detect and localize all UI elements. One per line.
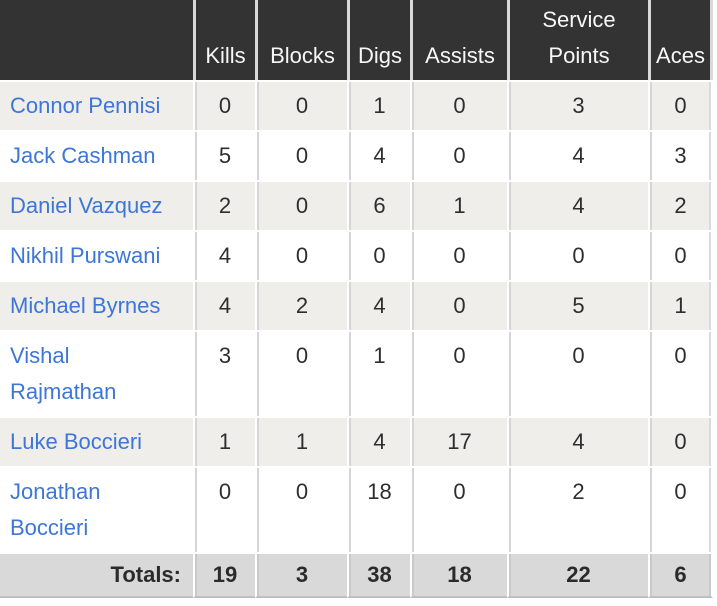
table-row: Vishal Rajmathan 3 0 1 0 0 0 bbox=[0, 330, 713, 416]
stat-cell-service-points: 3 bbox=[507, 80, 648, 130]
table-row: Connor Pennisi 0 0 1 0 3 0 bbox=[0, 80, 713, 130]
column-header-digs: Digs bbox=[347, 0, 410, 80]
total-kills: 19 bbox=[193, 552, 255, 598]
player-link[interactable]: Connor Pennisi bbox=[10, 93, 161, 118]
table-row: Nikhil Purswani 4 0 0 0 0 0 bbox=[0, 230, 713, 280]
stat-cell-assists: 17 bbox=[410, 416, 507, 466]
column-header-player bbox=[0, 0, 193, 80]
stat-cell-aces: 0 bbox=[648, 416, 713, 466]
player-link[interactable]: Vishal Rajmathan bbox=[10, 343, 117, 404]
player-name-cell: Michael Byrnes bbox=[0, 280, 193, 330]
stat-cell-service-points: 5 bbox=[507, 280, 648, 330]
stat-cell-aces: 0 bbox=[648, 230, 713, 280]
player-link[interactable]: Luke Boccieri bbox=[10, 429, 143, 454]
player-name-cell: Vishal Rajmathan bbox=[0, 330, 193, 416]
player-name-cell: Nikhil Purswani bbox=[0, 230, 193, 280]
stat-cell-aces: 0 bbox=[648, 466, 713, 552]
stat-cell-digs: 4 bbox=[347, 130, 410, 180]
stat-cell-assists: 1 bbox=[410, 180, 507, 230]
stat-cell-digs: 1 bbox=[347, 330, 410, 416]
stat-cell-aces: 0 bbox=[648, 330, 713, 416]
stat-cell-aces: 1 bbox=[648, 280, 713, 330]
stat-cell-blocks: 0 bbox=[255, 80, 347, 130]
stat-cell-kills: 4 bbox=[193, 280, 255, 330]
stat-cell-digs: 6 bbox=[347, 180, 410, 230]
stat-cell-blocks: 1 bbox=[255, 416, 347, 466]
stat-cell-assists: 0 bbox=[410, 330, 507, 416]
stat-cell-kills: 2 bbox=[193, 180, 255, 230]
stat-cell-kills: 5 bbox=[193, 130, 255, 180]
player-link[interactable]: Nikhil Purswani bbox=[10, 243, 161, 268]
player-name-cell: Jack Cashman bbox=[0, 130, 193, 180]
player-name-cell: Luke Boccieri bbox=[0, 416, 193, 466]
player-link[interactable]: Jonathan Boccieri bbox=[10, 479, 101, 540]
stat-cell-digs: 0 bbox=[347, 230, 410, 280]
player-link[interactable]: Jack Cashman bbox=[10, 143, 156, 168]
totals-row: Totals: 19 3 38 18 22 6 bbox=[0, 552, 713, 598]
stats-table-body: Connor Pennisi 0 0 1 0 3 0 Jack Cashman … bbox=[0, 80, 713, 552]
stat-cell-kills: 1 bbox=[193, 416, 255, 466]
stat-cell-digs: 4 bbox=[347, 416, 410, 466]
total-service-points: 22 bbox=[507, 552, 648, 598]
table-row: Daniel Vazquez 2 0 6 1 4 2 bbox=[0, 180, 713, 230]
stat-cell-kills: 0 bbox=[193, 466, 255, 552]
stat-cell-kills: 4 bbox=[193, 230, 255, 280]
stat-cell-blocks: 0 bbox=[255, 230, 347, 280]
header-row: Kills Blocks Digs Assists Service Points… bbox=[0, 0, 713, 80]
column-header-service-points: Service Points bbox=[507, 0, 648, 80]
stat-cell-assists: 0 bbox=[410, 130, 507, 180]
stats-table-footer: Totals: 19 3 38 18 22 6 bbox=[0, 552, 713, 598]
player-name-cell: Jonathan Boccieri bbox=[0, 466, 193, 552]
stat-cell-blocks: 0 bbox=[255, 130, 347, 180]
stat-cell-service-points: 0 bbox=[507, 330, 648, 416]
stat-cell-service-points: 4 bbox=[507, 416, 648, 466]
stat-cell-aces: 2 bbox=[648, 180, 713, 230]
player-name-cell: Daniel Vazquez bbox=[0, 180, 193, 230]
stat-cell-service-points: 4 bbox=[507, 130, 648, 180]
stat-cell-digs: 4 bbox=[347, 280, 410, 330]
stats-table-header: Kills Blocks Digs Assists Service Points… bbox=[0, 0, 713, 80]
stat-cell-blocks: 0 bbox=[255, 466, 347, 552]
total-blocks: 3 bbox=[255, 552, 347, 598]
stat-cell-service-points: 4 bbox=[507, 180, 648, 230]
stat-cell-aces: 3 bbox=[648, 130, 713, 180]
stat-cell-assists: 0 bbox=[410, 466, 507, 552]
stat-cell-assists: 0 bbox=[410, 280, 507, 330]
table-row: Michael Byrnes 4 2 4 0 5 1 bbox=[0, 280, 713, 330]
stat-cell-blocks: 2 bbox=[255, 280, 347, 330]
stat-cell-digs: 18 bbox=[347, 466, 410, 552]
totals-label: Totals: bbox=[0, 552, 193, 598]
table-row: Jack Cashman 5 0 4 0 4 3 bbox=[0, 130, 713, 180]
player-name-cell: Connor Pennisi bbox=[0, 80, 193, 130]
stat-cell-blocks: 0 bbox=[255, 180, 347, 230]
stat-cell-aces: 0 bbox=[648, 80, 713, 130]
stat-cell-kills: 3 bbox=[193, 330, 255, 416]
column-header-kills: Kills bbox=[193, 0, 255, 80]
table-row: Jonathan Boccieri 0 0 18 0 2 0 bbox=[0, 466, 713, 552]
column-header-aces: Aces bbox=[648, 0, 713, 80]
player-link[interactable]: Michael Byrnes bbox=[10, 293, 161, 318]
player-link[interactable]: Daniel Vazquez bbox=[10, 193, 163, 218]
stat-cell-service-points: 0 bbox=[507, 230, 648, 280]
total-assists: 18 bbox=[410, 552, 507, 598]
stat-cell-digs: 1 bbox=[347, 80, 410, 130]
stat-cell-service-points: 2 bbox=[507, 466, 648, 552]
table-row: Luke Boccieri 1 1 4 17 4 0 bbox=[0, 416, 713, 466]
total-aces: 6 bbox=[648, 552, 713, 598]
stat-cell-assists: 0 bbox=[410, 230, 507, 280]
stat-cell-kills: 0 bbox=[193, 80, 255, 130]
stat-cell-blocks: 0 bbox=[255, 330, 347, 416]
column-header-blocks: Blocks bbox=[255, 0, 347, 80]
total-digs: 38 bbox=[347, 552, 410, 598]
column-header-assists: Assists bbox=[410, 0, 507, 80]
stat-cell-assists: 0 bbox=[410, 80, 507, 130]
